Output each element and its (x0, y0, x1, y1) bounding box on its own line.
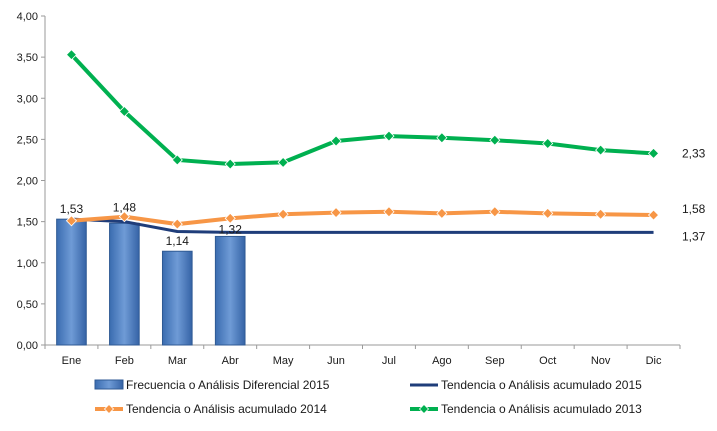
bar (109, 222, 140, 346)
line-marker (277, 208, 289, 220)
data-labels: 1,53 1,48 1,14 1,32 1,37 1,58 2,33 (60, 146, 706, 248)
x-tick-label: Feb (115, 355, 134, 367)
y-tick-label: 3,00 (17, 93, 38, 105)
y-tick-label: 0,50 (17, 299, 38, 311)
legend-swatch (94, 379, 124, 390)
x-tick-label: Abr (222, 355, 239, 367)
y-tick-label: 4,00 (17, 11, 38, 23)
legend-label: Tendencia o Análisis acumulado 2014 (126, 402, 327, 416)
line-marker (330, 135, 342, 147)
bar-data-label: 1,48 (113, 200, 137, 214)
line-marker (383, 130, 395, 142)
x-tick-label: Jul (382, 355, 396, 367)
y-tick-label: 1,50 (17, 217, 38, 229)
line-marker (595, 208, 607, 220)
line-marker (489, 134, 501, 146)
line-end-label: 1,37 (682, 229, 706, 243)
line-marker (171, 218, 183, 230)
bar (161, 250, 193, 346)
line-end-label: 2,33 (682, 146, 706, 160)
line-marker (489, 206, 501, 218)
x-tick-label: Ago (432, 355, 452, 367)
y-tick-label: 2,00 (17, 176, 38, 188)
legend-label: Frecuencia o Análisis Diferencial 2015 (126, 378, 330, 392)
x-tick-label: Dic (646, 355, 662, 367)
x-tick-label: May (273, 355, 294, 367)
x-tick-label: Nov (591, 355, 611, 367)
line-marker (542, 137, 554, 150)
bar-data-label: 1,14 (166, 234, 190, 248)
x-tick-label: Oct (539, 355, 556, 367)
series-line (71, 217, 654, 234)
legend-label: Tendencia o Análisis acumulado 2013 (441, 402, 642, 416)
line-marker (330, 207, 342, 219)
bar-series (56, 218, 246, 346)
line-series (65, 49, 660, 234)
series-line (71, 209, 654, 227)
x-tick-label: Mar (168, 355, 187, 367)
y-tick-label: 1,00 (17, 258, 38, 270)
line-marker (383, 206, 395, 218)
axes: 0,00 0,50 1,00 1,50 2,00 2,50 3,00 3,50 4,00 Ene F… (17, 11, 681, 367)
bar (214, 235, 246, 346)
line-marker (118, 105, 130, 117)
line-marker (595, 144, 607, 156)
line-marker (224, 212, 236, 224)
line-marker (224, 158, 236, 170)
line-marker (65, 49, 78, 61)
line-marker (436, 132, 448, 144)
y-tick-label: 3,50 (17, 52, 38, 64)
line-marker (436, 207, 448, 219)
line-marker (418, 403, 430, 415)
legend-label: Tendencia o Análisis acumulado 2015 (441, 378, 642, 392)
line-marker (65, 215, 78, 227)
series-line (69, 53, 654, 167)
line-marker (118, 211, 130, 223)
y-tick-label: 0,00 (17, 340, 38, 352)
x-tick-label: Ene (62, 355, 82, 367)
line-marker (542, 207, 554, 219)
x-tick-label: Jun (327, 355, 345, 367)
bar-data-label: 1,53 (60, 202, 84, 216)
line-marker (103, 403, 115, 415)
line-marker (277, 156, 289, 168)
x-tick-label: Sep (485, 355, 505, 367)
line-marker (647, 147, 660, 159)
line-marker (171, 154, 183, 166)
line-marker (647, 209, 660, 221)
bar-data-label: 1,32 (219, 222, 243, 236)
bar (56, 218, 87, 346)
legend: Frecuencia o Análisis Diferencial 2015 Te… (94, 378, 642, 416)
line-end-label: 1,58 (682, 202, 706, 216)
y-tick-label: 2,50 (17, 134, 38, 146)
